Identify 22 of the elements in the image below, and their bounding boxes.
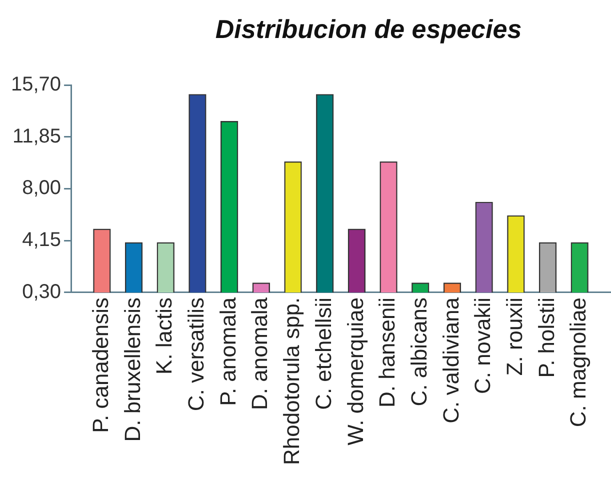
y-tick-label: 0,30 [22,280,62,303]
x-tick-label: Z. rouxii [502,297,527,376]
y-tick-label: 4,15 [22,229,62,252]
x-tick-label: C. valdiviana [438,296,464,424]
x-tick-label: P. holstii [534,297,559,378]
y-tick-label: 15,70 [10,74,62,96]
x-tick-label: Rhodotorula spp. [279,297,304,466]
x-tick-label: C. versatilis [184,297,209,412]
x-tick-label: D. hansenii [374,297,400,408]
x-tick-label: K. lactis [152,297,177,374]
x-tick-label: C. etchellsii [310,297,336,410]
x-tick-label: C. albicans [406,297,432,406]
chart-title: Distribucion de especies [214,14,523,44]
y-tick-label: 11,85 [12,125,62,148]
x-tick-label: D. anomala [247,296,272,410]
x-tick-label: D. bruxellensis [120,297,145,442]
x-tick-label: W. domerquiae [342,297,368,446]
x-tick-label: P. canadensis [88,297,113,433]
x-tick-label: P. anomala [215,296,240,406]
x-tick-label: C. novakii [470,297,496,394]
y-tick-label: 8,00 [22,177,62,200]
x-tick-label: C. magnoliae [566,297,591,428]
